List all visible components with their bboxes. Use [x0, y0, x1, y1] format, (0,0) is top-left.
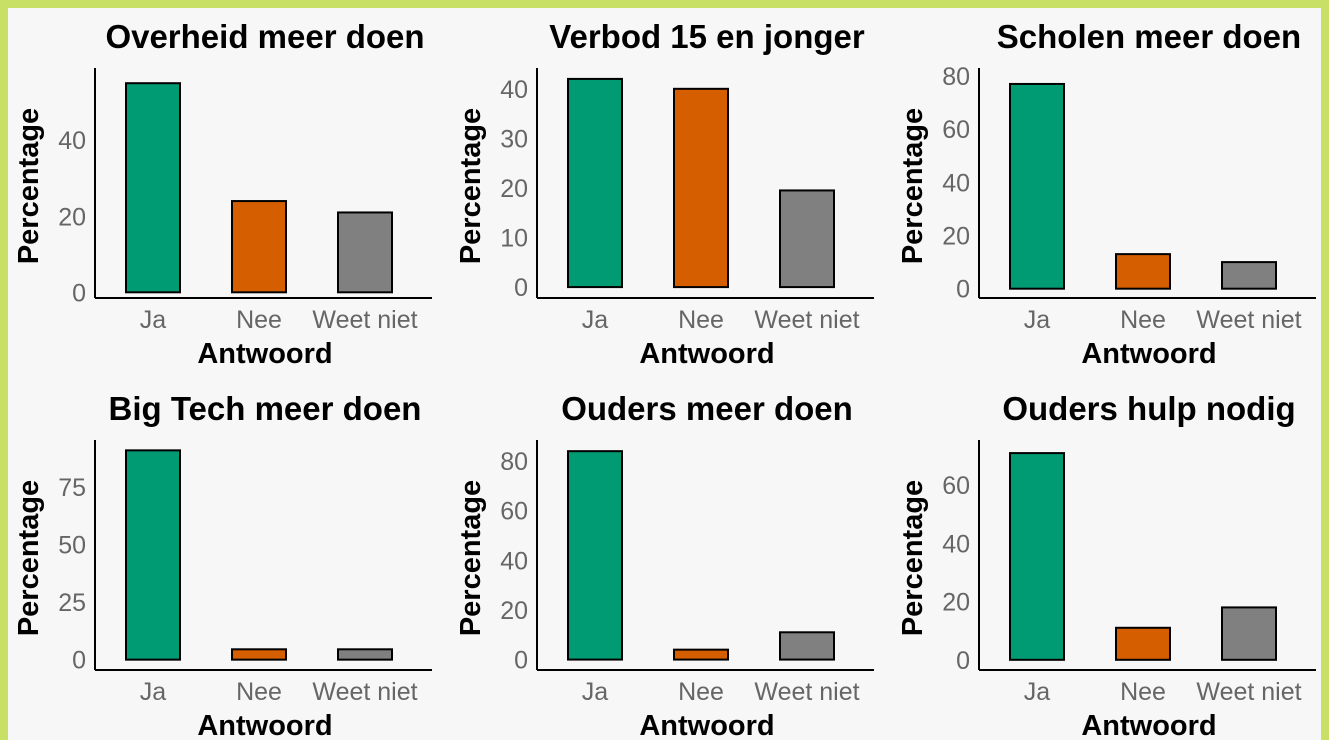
x-tick-label: Nee [236, 678, 282, 706]
bar-ja [567, 77, 623, 289]
bar-nee [673, 648, 729, 661]
y-tick-label: 40 [942, 169, 970, 197]
chart-title: Overheid meer doen [105, 18, 424, 55]
x-tick-label: Ja [582, 306, 609, 334]
bar-nee [1115, 626, 1171, 661]
bar-ja [1009, 452, 1065, 661]
x-tick-label: Ja [1024, 306, 1051, 334]
y-axis-title: Percentage [13, 480, 45, 636]
x-tick-label: Weet niet [1196, 678, 1301, 706]
y-axis-title: Percentage [897, 108, 929, 264]
chart-title: Big Tech meer doen [109, 390, 422, 427]
y-tick-label: 20 [500, 175, 528, 203]
x-axis-title: Antwoord [197, 338, 332, 370]
y-tick-label: 0 [514, 274, 528, 302]
y-tick-label: 40 [500, 76, 528, 104]
x-tick-label: Ja [140, 306, 167, 334]
chart-panel-background: Overheid meer doen Ja Nee Weet niet 0 20 40 Ant… [8, 8, 1321, 740]
y-tick-label: 40 [500, 547, 528, 575]
x-axis-title: Antwoord [1081, 710, 1216, 740]
y-axis-title: Percentage [897, 480, 929, 636]
chart-title: Ouders meer doen [561, 390, 853, 427]
chart-panel-5: Ouders meer doen Ja Nee Weet niet 0 20 40 60 80 A… [455, 390, 874, 740]
x-tick-label: Weet niet [1196, 306, 1301, 334]
bar-ja [567, 450, 623, 661]
y-axis-title: Percentage [455, 108, 487, 264]
x-tick-label: Weet niet [754, 678, 859, 706]
bar-nee [231, 200, 287, 294]
y-tick-label: 0 [72, 647, 86, 675]
x-tick-label: Ja [582, 678, 609, 706]
y-tick-label: 20 [942, 589, 970, 617]
x-tick-label: Weet niet [754, 306, 859, 334]
y-tick-label: 60 [942, 472, 970, 500]
bar-weet-niet [1221, 606, 1277, 661]
y-tick-label: 10 [500, 225, 528, 253]
y-axis-title: Percentage [455, 480, 487, 636]
x-tick-label: Nee [1120, 306, 1166, 334]
y-tick-label: 40 [58, 127, 86, 155]
y-tick-label: 25 [58, 589, 86, 617]
y-tick-label: 30 [500, 125, 528, 153]
x-axis-title: Antwoord [639, 710, 774, 740]
bar-weet-niet [779, 189, 835, 289]
bar-chart-grid: Overheid meer doen Ja Nee Weet niet 0 20 40 Ant… [13, 18, 1316, 740]
x-axis-title: Antwoord [197, 710, 332, 740]
y-tick-label: 60 [942, 116, 970, 144]
x-tick-label: Nee [678, 306, 724, 334]
x-tick-label: Nee [678, 678, 724, 706]
x-tick-label: Nee [1120, 678, 1166, 706]
x-axis-title: Antwoord [639, 338, 774, 370]
bar-nee [1115, 253, 1171, 290]
x-tick-label: Nee [236, 306, 282, 334]
y-tick-label: 20 [58, 203, 86, 231]
y-tick-label: 80 [942, 63, 970, 91]
y-tick-label: 0 [956, 276, 970, 304]
chart-panel-4: Big Tech meer doen Ja Nee Weet niet 0 25 50 75 A… [13, 390, 432, 740]
y-tick-label: 0 [72, 279, 86, 307]
bar-weet-niet [337, 211, 393, 294]
chart-panel-2: Verbod 15 en jonger Ja Nee Weet niet 0 10 20 30… [455, 18, 874, 370]
chart-panel-1: Overheid meer doen Ja Nee Weet niet 0 20 40 Ant… [13, 18, 432, 370]
bar-weet-niet [779, 631, 835, 661]
bar-nee [231, 648, 287, 661]
chart-title: Ouders hulp nodig [1002, 390, 1295, 427]
bar-nee [673, 87, 729, 289]
bar-ja [1009, 82, 1065, 290]
y-tick-label: 20 [500, 597, 528, 625]
bar-weet-niet [337, 648, 393, 661]
y-tick-label: 0 [514, 647, 528, 675]
y-tick-label: 40 [942, 530, 970, 558]
chart-title: Scholen meer doen [997, 18, 1301, 55]
bar-ja [125, 449, 181, 661]
chart-title: Verbod 15 en jonger [549, 18, 865, 55]
x-axis-title: Antwoord [1081, 338, 1216, 370]
bar-ja [125, 82, 181, 294]
x-tick-label: Ja [1024, 678, 1051, 706]
x-tick-label: Weet niet [312, 306, 417, 334]
x-tick-label: Ja [140, 678, 167, 706]
x-tick-label: Weet niet [312, 678, 417, 706]
y-tick-label: 50 [58, 532, 86, 560]
bar-weet-niet [1221, 261, 1277, 290]
y-tick-label: 75 [58, 474, 86, 502]
y-tick-label: 0 [956, 647, 970, 675]
y-tick-label: 60 [500, 498, 528, 526]
chart-panel-6: Ouders hulp nodig Ja Nee Weet niet 0 20 40 60 An… [897, 390, 1316, 740]
chart-panel-3: Scholen meer doen Ja Nee Weet niet 0 20 40 60 80… [897, 18, 1316, 370]
y-tick-label: 20 [942, 223, 970, 251]
y-axis-title: Percentage [13, 108, 45, 264]
y-tick-label: 80 [500, 448, 528, 476]
